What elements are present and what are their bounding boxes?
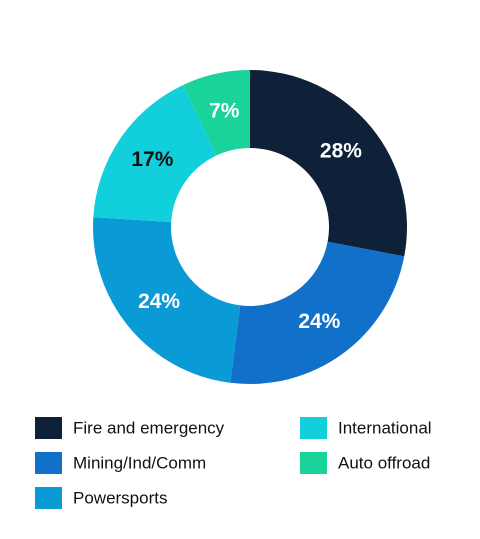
legend-swatch [35,452,62,474]
data-label: 17% [131,148,173,171]
data-label: 28% [320,139,362,162]
legend-label: International [338,418,432,437]
legend-label: Powersports [73,488,167,507]
donut-slice [183,70,250,156]
legend-swatch [300,417,327,439]
donut-slice [250,70,407,257]
legend-swatch [35,417,62,439]
donut-slice [230,241,405,384]
data-label: 7% [209,99,240,122]
data-label: 24% [298,310,340,333]
legend-label: Mining/Ind/Comm [73,453,206,472]
data-label: 24% [138,290,180,313]
legend-swatch [300,452,327,474]
legend-swatch [35,487,62,509]
donut-slice [93,217,241,383]
donut-slice [93,84,217,223]
legend-label: Fire and emergency [73,418,225,437]
legend-label: Auto offroad [338,453,430,472]
